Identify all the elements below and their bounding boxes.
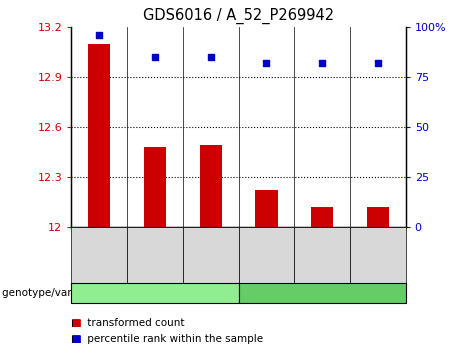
Text: genotype/variation ▶: genotype/variation ▶ — [2, 288, 112, 298]
Bar — [311, 207, 333, 227]
Point — [151, 54, 159, 60]
Text: GSM1249169: GSM1249169 — [318, 225, 327, 285]
Text: En2 wildtype: En2 wildtype — [119, 288, 191, 298]
Text: ■  transformed count: ■ transformed count — [71, 318, 185, 328]
Point — [374, 60, 382, 66]
Text: GSM1249170: GSM1249170 — [373, 225, 382, 285]
Text: GSM1249168: GSM1249168 — [262, 225, 271, 285]
Bar — [144, 147, 166, 227]
Bar — [366, 207, 389, 227]
Point — [263, 60, 270, 66]
Title: GDS6016 / A_52_P269942: GDS6016 / A_52_P269942 — [143, 8, 334, 24]
Point — [319, 60, 326, 66]
Bar — [255, 190, 278, 227]
Text: ■: ■ — [71, 334, 81, 344]
Point — [95, 32, 103, 38]
Text: ■: ■ — [71, 318, 81, 328]
Bar — [200, 145, 222, 227]
Text: GSM1249166: GSM1249166 — [150, 225, 160, 285]
Text: GSM1249167: GSM1249167 — [206, 225, 215, 285]
Text: En2 knockout: En2 knockout — [284, 288, 360, 298]
Text: GSM1249165: GSM1249165 — [95, 225, 104, 285]
Point — [207, 54, 214, 60]
Text: ■  percentile rank within the sample: ■ percentile rank within the sample — [71, 334, 264, 344]
Bar — [88, 44, 111, 227]
